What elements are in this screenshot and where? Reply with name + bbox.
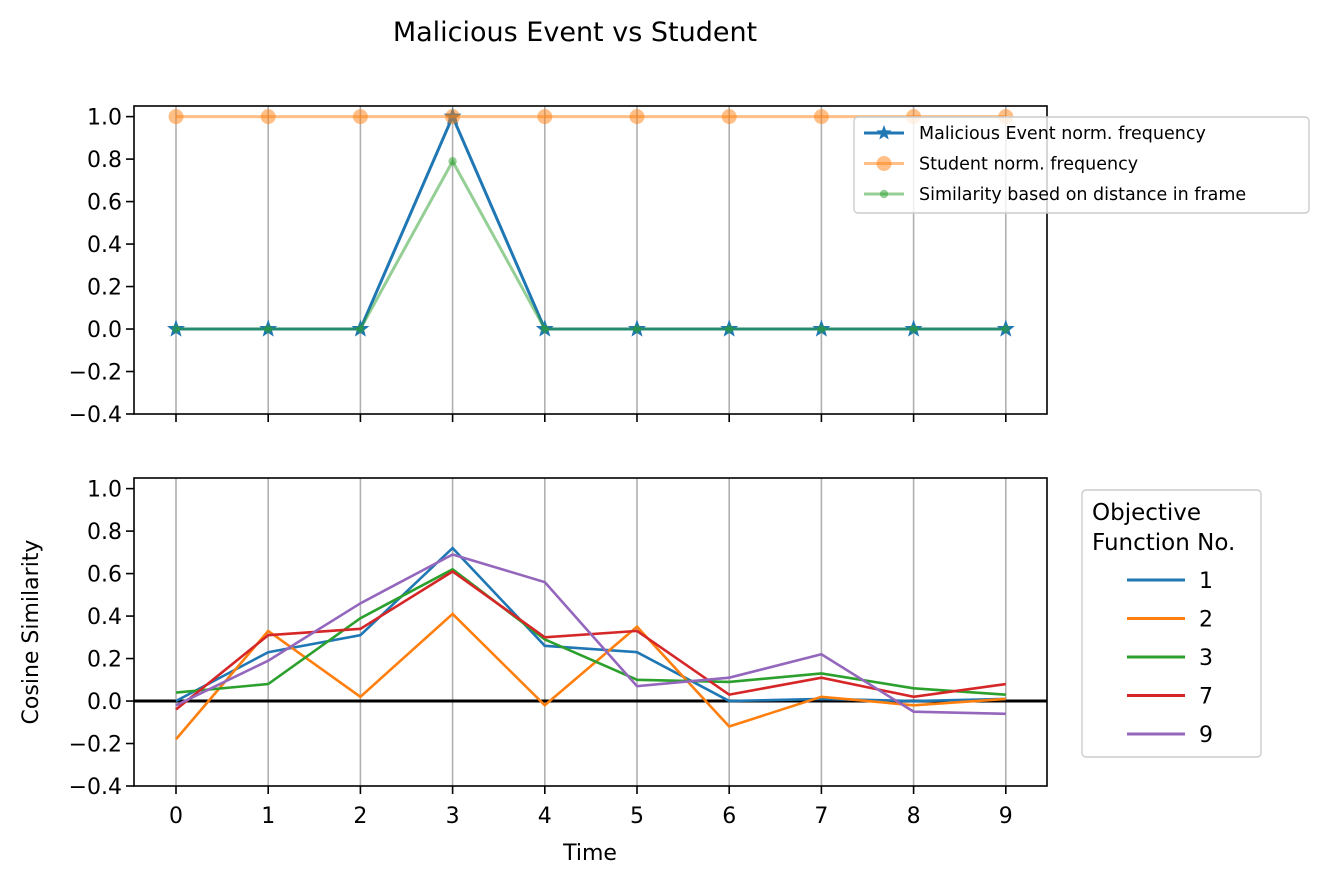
series-line-1 bbox=[175, 546, 1006, 703]
legend-circle-marker bbox=[876, 156, 892, 171]
top-y-tick-label: 0.8 bbox=[87, 148, 122, 173]
top-legend: Malicious Event norm. frequency Student n… bbox=[853, 116, 1310, 214]
dot-marker bbox=[1001, 324, 1010, 334]
circle-marker bbox=[445, 109, 461, 125]
circle-marker bbox=[813, 109, 829, 125]
top-legend-frame bbox=[853, 116, 1310, 214]
dot-marker bbox=[448, 157, 457, 166]
legend-entry-label: Student norm. frequency bbox=[919, 155, 1138, 175]
bottom-x-ticks: 0 1 2 3 4 5 6 7 8 9 bbox=[169, 786, 1013, 829]
circle-marker bbox=[629, 109, 645, 125]
bottom-legend-frame bbox=[1081, 489, 1262, 758]
top-chart-panel: −0.4 −0.2 0.0 0.2 0.4 0.6 0.8 1.0 Malicious Eve… bbox=[69, 105, 1310, 428]
dot-marker bbox=[356, 324, 365, 334]
bottom-y-tick-label: −0.2 bbox=[69, 733, 122, 758]
top-y-tick-label: 0.0 bbox=[87, 318, 122, 343]
circle-marker bbox=[168, 109, 184, 125]
bottom-y-tick-label: −0.4 bbox=[69, 775, 122, 800]
dot-marker bbox=[909, 324, 918, 334]
top-y-tick-label: 0.6 bbox=[87, 191, 122, 216]
bottom-x-tick-label: 8 bbox=[907, 804, 921, 829]
bottom-y-tick-label: 0.6 bbox=[87, 563, 122, 588]
bottom-x-tick-label: 4 bbox=[538, 804, 552, 829]
top-y-tick-label: −0.4 bbox=[69, 403, 122, 428]
series-line-2 bbox=[175, 612, 1006, 741]
legend-entry-label: 1 bbox=[1199, 569, 1213, 594]
series-line-9 bbox=[175, 553, 1006, 716]
y-axis-label: Cosine Similarity bbox=[19, 540, 44, 725]
x-axis-label: Time bbox=[562, 841, 617, 866]
legend-entry-label: 2 bbox=[1199, 608, 1213, 633]
legend-entry-label: Similarity based on distance in frame bbox=[919, 185, 1246, 205]
legend-title-line: Objective bbox=[1092, 500, 1201, 526]
dot-marker bbox=[817, 324, 826, 334]
top-y-ticks: −0.4 −0.2 0.0 0.2 0.4 0.6 0.8 1.0 bbox=[69, 106, 134, 428]
bottom-y-tick-label: 0.4 bbox=[87, 605, 122, 630]
bottom-x-tick-label: 1 bbox=[261, 804, 275, 829]
bottom-y-tick-label: 1.0 bbox=[87, 478, 122, 503]
top-y-tick-label: −0.2 bbox=[69, 361, 122, 386]
dot-marker bbox=[540, 324, 549, 334]
bottom-x-tick-label: 2 bbox=[353, 804, 367, 829]
bottom-x-tick-label: 7 bbox=[814, 804, 828, 829]
bottom-plot-frame bbox=[133, 477, 1048, 787]
legend-title-line: Function No. bbox=[1092, 530, 1235, 556]
bottom-y-tick-label: 0.8 bbox=[87, 520, 122, 545]
bottom-x-tick-label: 9 bbox=[999, 804, 1013, 829]
dot-marker bbox=[725, 324, 734, 334]
bottom-chart-panel: −0.4 −0.2 0.0 0.2 0.4 0.6 0.8 1.0 0 1 2 3 4 5 6 7 8 9 Ti… bbox=[19, 477, 1262, 866]
bottom-x-tick-label: 5 bbox=[630, 804, 644, 829]
bottom-y-ticks: −0.4 −0.2 0.0 0.2 0.4 0.6 0.8 1.0 bbox=[69, 478, 134, 800]
legend-entry-label: 9 bbox=[1199, 723, 1213, 748]
bottom-series-group bbox=[175, 546, 1006, 741]
legend-entry-label: Malicious Event norm. frequency bbox=[919, 124, 1206, 144]
top-y-tick-label: 0.4 bbox=[87, 233, 122, 258]
dot-marker bbox=[264, 324, 273, 334]
bottom-grid bbox=[175, 478, 1007, 786]
legend-entry-label: 7 bbox=[1199, 685, 1213, 710]
bottom-x-tick-label: 6 bbox=[722, 804, 736, 829]
legend-dot-marker bbox=[879, 189, 889, 199]
bottom-legend: Objective Function No. 1 2 3 7 9 bbox=[1081, 489, 1262, 758]
circle-marker bbox=[537, 109, 553, 125]
bottom-x-tick-label: 3 bbox=[446, 804, 460, 829]
legend-star-marker bbox=[876, 125, 892, 140]
circle-marker bbox=[352, 109, 368, 125]
top-x-ticks bbox=[175, 414, 1007, 422]
dot-marker bbox=[632, 324, 642, 334]
chart-title: Malicious Event vs Student bbox=[393, 17, 757, 48]
bottom-x-tick-label: 0 bbox=[169, 804, 183, 829]
top-y-tick-label: 0.2 bbox=[87, 276, 122, 301]
top-plot-frame bbox=[133, 105, 1048, 415]
top-y-tick-label: 1.0 bbox=[87, 106, 122, 131]
circle-marker bbox=[721, 109, 737, 125]
bottom-y-tick-label: 0.2 bbox=[87, 648, 122, 673]
bottom-y-tick-label: 0.0 bbox=[87, 690, 122, 715]
series-line-Similarity based on distance in frame bbox=[176, 158, 1006, 331]
dot-marker bbox=[171, 324, 181, 334]
series-line-3 bbox=[175, 567, 1006, 696]
circle-marker bbox=[260, 109, 276, 125]
legend-entry-label: 3 bbox=[1199, 646, 1213, 671]
